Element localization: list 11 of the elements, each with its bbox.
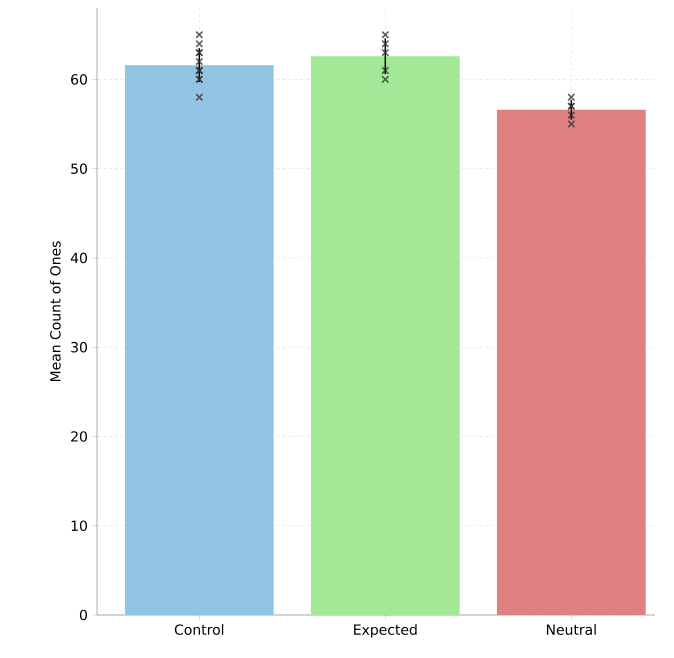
y-tick-label: 30	[71, 342, 87, 352]
y-axis-title: Mean Count of Ones	[50, 241, 61, 382]
y-tick-label: 60	[71, 74, 87, 85]
x-tick-label: Control	[174, 624, 224, 635]
x-tick-label: Neutral	[546, 624, 596, 635]
y-tick-label: 50	[71, 163, 87, 174]
y-tick-label: 0	[80, 610, 87, 620]
y-tick-label: 10	[72, 520, 87, 532]
y-tick-label: 20	[71, 431, 87, 442]
y-tick-label: 40	[70, 252, 87, 264]
x-tick-label: Expected	[354, 624, 417, 638]
